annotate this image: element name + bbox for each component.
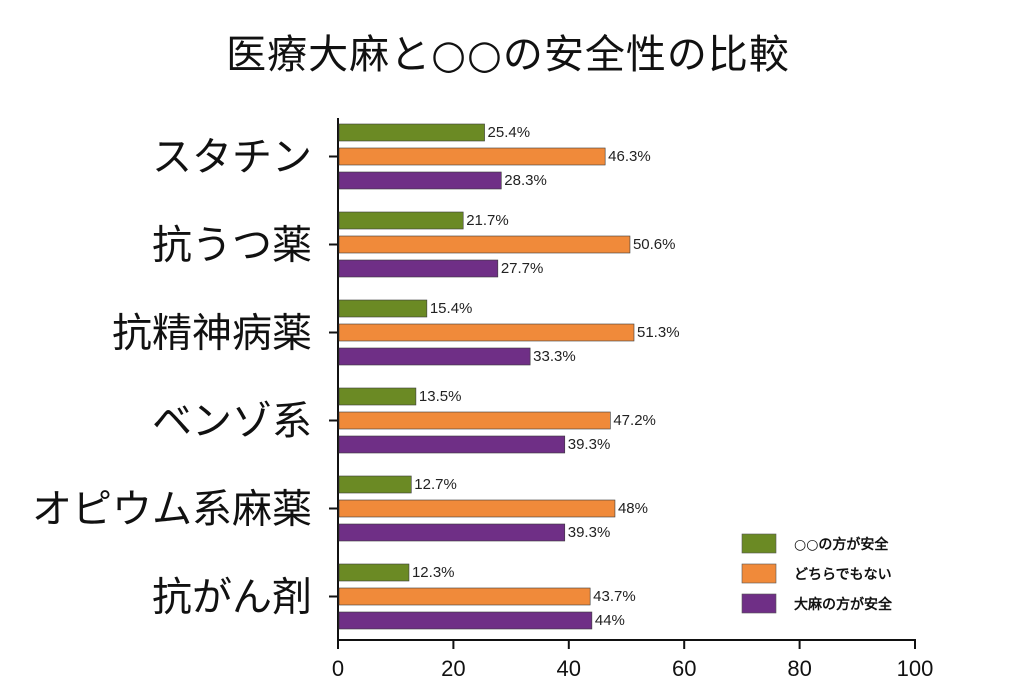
bar: [338, 235, 631, 254]
x-tick-label: 40: [557, 656, 581, 681]
bar: [338, 211, 464, 230]
bar: [338, 563, 410, 582]
category-label: 抗うつ薬: [152, 223, 312, 269]
data-label: 33.3%: [533, 348, 576, 365]
category-label: オピウム系麻薬: [32, 487, 312, 533]
bar: [338, 611, 593, 630]
legend-label: 大麻の方が安全: [794, 596, 893, 613]
data-label: 27.7%: [501, 260, 544, 277]
bar: [338, 411, 611, 430]
data-label: 13.5%: [419, 388, 462, 405]
bar: [338, 323, 635, 342]
data-label: 12.3%: [412, 564, 455, 581]
legend-label: ○○の方が安全: [794, 536, 889, 553]
bar: [338, 499, 616, 518]
category-label: スタチン: [152, 135, 312, 181]
data-label: 46.3%: [608, 148, 651, 165]
legend-swatch: [741, 533, 777, 554]
x-tick-label: 100: [897, 656, 934, 681]
x-tick-label: 20: [441, 656, 465, 681]
category-label: 抗がん剤: [152, 575, 312, 621]
bar: [338, 435, 566, 454]
bar: [338, 523, 566, 542]
bar: [338, 347, 531, 366]
data-label: 51.3%: [637, 324, 680, 341]
data-label: 48%: [618, 500, 648, 517]
data-label: 39.3%: [568, 524, 611, 541]
bar: [338, 475, 412, 494]
category-label: 抗精神病薬: [112, 311, 312, 357]
bar: [338, 587, 591, 606]
data-label: 21.7%: [466, 212, 509, 229]
data-label: 25.4%: [488, 124, 531, 141]
bar: [338, 259, 499, 278]
data-label: 50.6%: [633, 236, 676, 253]
bar: [338, 299, 428, 318]
x-tick-label: 80: [787, 656, 811, 681]
bar: [338, 387, 417, 406]
legend-swatch: [741, 563, 777, 584]
data-label: 12.7%: [414, 476, 457, 493]
x-tick-label: 60: [672, 656, 696, 681]
data-label: 28.3%: [504, 172, 547, 189]
data-label: 15.4%: [430, 300, 473, 317]
legend-label: どちらでもない: [794, 567, 892, 583]
bar: [338, 147, 606, 166]
data-label: 39.3%: [568, 436, 611, 453]
legend-swatch: [741, 593, 777, 614]
chart-title: 医療大麻と○○の安全性の比較: [226, 32, 790, 78]
data-label: 47.2%: [613, 412, 656, 429]
category-label: ベンゾ系: [152, 399, 312, 445]
bar: [338, 123, 485, 142]
bar: [338, 171, 502, 190]
x-tick-label: 0: [332, 656, 344, 681]
data-label: 43.7%: [593, 588, 636, 605]
data-label: 44%: [595, 612, 625, 629]
